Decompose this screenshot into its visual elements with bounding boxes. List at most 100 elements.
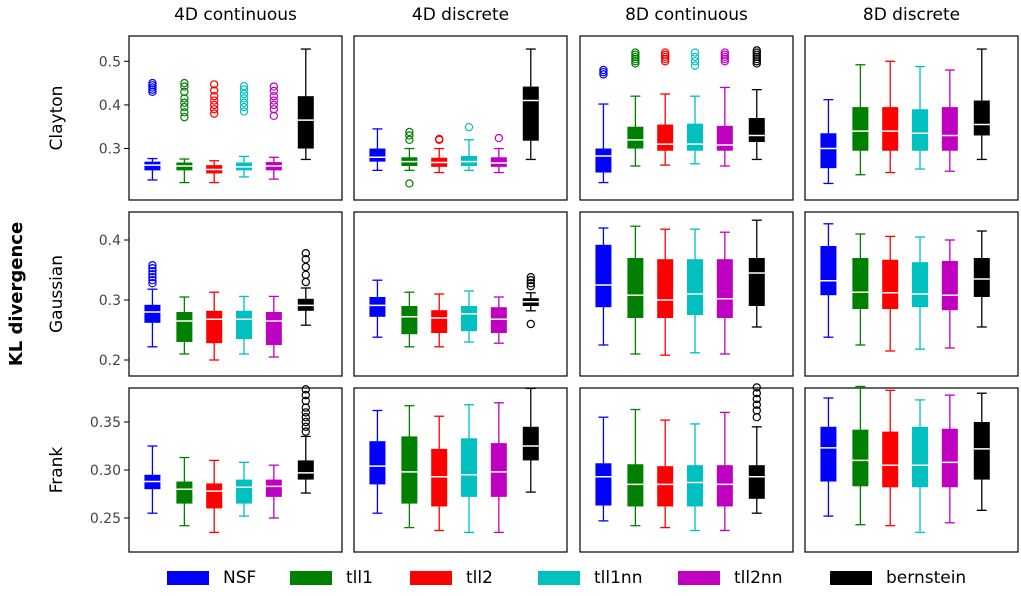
outlier-point xyxy=(180,82,189,91)
iqr-box xyxy=(236,479,253,504)
panel-frame xyxy=(353,387,568,553)
iqr-box xyxy=(657,259,674,318)
iqr-box xyxy=(912,262,929,308)
iqr-box xyxy=(748,465,765,499)
outlier-point xyxy=(405,127,414,137)
iqr-box xyxy=(401,306,418,335)
outlier-point xyxy=(239,89,249,99)
outlier-point xyxy=(752,50,761,59)
outlier-point xyxy=(239,98,249,107)
box-bernstein xyxy=(748,383,765,514)
iqr-box xyxy=(522,86,539,141)
box-tll1nn xyxy=(236,295,253,355)
outlier-point xyxy=(752,406,761,415)
box-bernstein xyxy=(973,48,990,161)
iqr-box xyxy=(882,259,899,309)
outlier-point xyxy=(494,133,504,143)
box-tll2nn xyxy=(490,133,507,174)
y-tick-label-r2-0: 0.25 xyxy=(90,511,121,527)
outlier-point xyxy=(301,255,310,264)
iqr-box xyxy=(657,466,674,507)
outlier-point xyxy=(435,134,444,144)
box-tll2 xyxy=(657,228,674,356)
box-tll1nn xyxy=(236,461,253,517)
box-tll2 xyxy=(431,134,448,174)
legend-swatch xyxy=(538,571,580,585)
y-tick-label-r2-1: 0.30 xyxy=(90,463,121,479)
outlier-point xyxy=(209,80,219,89)
outlier-point xyxy=(269,96,279,105)
iqr-box xyxy=(522,426,539,461)
box-bernstein xyxy=(973,230,990,328)
outlier-point xyxy=(148,83,157,92)
outlier-point xyxy=(631,54,640,64)
iqr-box xyxy=(490,443,507,497)
iqr-box xyxy=(748,118,765,142)
outlier-point xyxy=(405,135,414,145)
iqr-box xyxy=(748,258,765,306)
y-tick-label-r0-1: 0.4 xyxy=(99,98,121,114)
outlier-point xyxy=(301,427,310,436)
iqr-box xyxy=(912,109,929,151)
box-NSF xyxy=(144,78,161,181)
box-tll2nn xyxy=(265,82,282,180)
box-NSF xyxy=(144,261,161,348)
outlier-point xyxy=(148,279,157,288)
box-tll1 xyxy=(401,127,418,188)
outlier-point xyxy=(752,389,761,398)
panel-r1-c1 xyxy=(353,211,568,377)
outlier-point xyxy=(269,111,279,121)
iqr-box xyxy=(206,483,223,509)
outlier-point xyxy=(526,273,535,282)
iqr-box xyxy=(627,464,644,507)
box-bernstein xyxy=(522,48,539,161)
box-tll2nn xyxy=(490,296,507,344)
legend-item-tll2nn: tll2nn xyxy=(678,568,782,588)
iqr-box xyxy=(973,100,990,136)
iqr-box xyxy=(461,306,478,332)
iqr-box xyxy=(687,465,704,507)
outlier-point xyxy=(148,81,157,90)
iqr-box xyxy=(144,304,161,323)
panel-r2-c1 xyxy=(353,387,568,553)
legend-swatch xyxy=(167,571,209,585)
outlier-point xyxy=(301,396,310,406)
iqr-box xyxy=(369,148,386,162)
panel-r2-c0 xyxy=(128,385,343,553)
outlier-point xyxy=(599,67,608,77)
legend-label: tll2nn xyxy=(734,568,782,588)
outlier-point xyxy=(180,94,189,103)
iqr-box xyxy=(265,312,282,345)
outlier-point xyxy=(180,102,189,112)
outlier-point xyxy=(209,91,219,101)
outlier-point xyxy=(690,57,700,66)
box-tll2 xyxy=(431,293,448,348)
outlier-point xyxy=(239,94,249,103)
box-tll1 xyxy=(401,291,418,348)
y-tick-label-r0-0: 0.3 xyxy=(99,142,121,158)
panel-frame xyxy=(128,211,343,377)
legend-item-NSF: NSF xyxy=(167,568,256,588)
outlier-point xyxy=(148,267,157,276)
iqr-box xyxy=(265,479,282,497)
legend-label: tll1nn xyxy=(594,568,642,588)
box-tll1nn xyxy=(687,228,704,354)
box-tll2 xyxy=(206,80,223,184)
iqr-box xyxy=(595,148,612,173)
iqr-box xyxy=(490,307,507,333)
box-tll1 xyxy=(176,456,193,527)
outlier-point xyxy=(239,85,249,94)
outlier-point xyxy=(301,417,310,427)
outlier-point xyxy=(690,52,700,62)
box-tll2 xyxy=(431,415,448,532)
outlier-point xyxy=(301,385,310,394)
outlier-point xyxy=(752,46,761,55)
outlier-point xyxy=(720,50,730,59)
legend-item-tll2: tll2 xyxy=(410,568,493,588)
outlier-point xyxy=(148,276,157,285)
outlier-point xyxy=(269,91,279,101)
outlier-point xyxy=(720,57,730,66)
iqr-box xyxy=(820,133,837,169)
iqr-box xyxy=(912,426,929,488)
